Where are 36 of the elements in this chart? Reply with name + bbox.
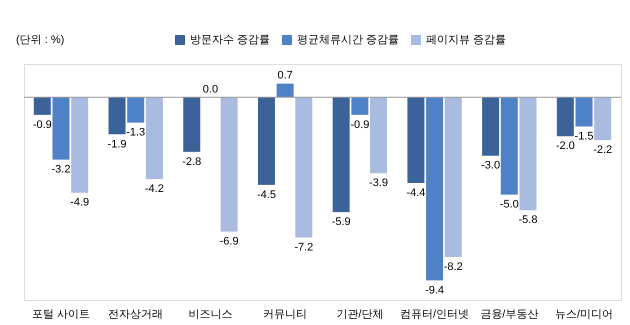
data-label: -1.3	[126, 126, 146, 139]
x-tick-label: 포털 사이트	[32, 308, 90, 320]
data-label: -4.2	[144, 183, 164, 196]
data-label: -3.2	[52, 164, 70, 176]
data-label: -7.2	[294, 241, 314, 254]
data-label: 0.0	[202, 83, 218, 96]
data-label: -6.9	[220, 236, 239, 248]
x-tick-label: 기관/단체	[336, 308, 384, 320]
data-label: -4.5	[256, 188, 276, 201]
legend-label: 평균체류시간 증감률	[297, 34, 400, 46]
data-label: -9.4	[425, 284, 444, 296]
x-tick-label: 뉴스/미디어	[554, 308, 614, 320]
data-label: -2.2	[593, 144, 612, 156]
x-tick-label: 비즈니스	[188, 308, 232, 320]
data-label: -3.9	[369, 177, 388, 190]
legend-label: 페이지뷰 증감률	[426, 34, 506, 46]
x-tick-label: 커뮤니티	[263, 308, 308, 320]
x-tick-label: 컴퓨터/인터넷	[400, 308, 470, 320]
data-label: -2.0	[556, 140, 575, 152]
data-label: -0.9	[32, 118, 52, 131]
text: (단위 : %)	[16, 34, 64, 46]
legend-label: 방문자수 증감률	[190, 34, 270, 46]
data-label: -3.0	[481, 160, 500, 172]
data-label: -5.9	[332, 216, 351, 228]
data-label: -8.2	[444, 260, 463, 273]
data-label: -5.0	[500, 198, 519, 211]
x-tick-label: 금융/부동산	[480, 308, 538, 320]
data-label: -1.9	[108, 138, 127, 150]
data-label: -4.4	[406, 186, 426, 199]
data-label: -2.8	[182, 156, 202, 168]
x-tick-label: 전자상거래	[108, 308, 164, 320]
data-label: -0.9	[350, 118, 370, 131]
data-label: -1.5	[574, 130, 594, 143]
data-label: -4.9	[70, 196, 90, 209]
data-label: -5.8	[518, 214, 538, 226]
data-label: 0.7	[277, 70, 293, 82]
